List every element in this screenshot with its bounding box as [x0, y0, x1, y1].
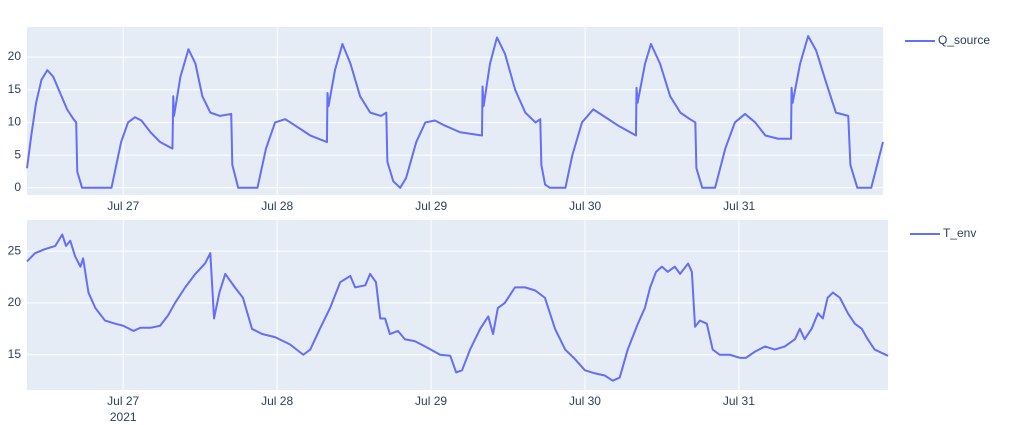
x-tick-label: Jul 27 [107, 394, 139, 408]
x-tick-label: Jul 28 [261, 199, 293, 213]
line-series [26, 35, 884, 189]
y-tick-label: 5 [14, 147, 21, 161]
y-tick-label: 10 [8, 115, 22, 129]
legend-label: T_env [943, 226, 976, 240]
y-tick-label: 20 [8, 295, 22, 309]
x-tick-label: Jul 31 [723, 394, 755, 408]
plot-background [27, 27, 883, 195]
y-tick-label: 0 [14, 180, 21, 194]
x-tick-label: Jul 29 [415, 394, 447, 408]
legend-label: Q_source [938, 33, 990, 47]
x-tick-label: Jul 29 [415, 199, 447, 213]
x-tick-label: Jul 30 [569, 199, 601, 213]
x-tick-label: Jul 28 [261, 394, 293, 408]
x-tick-year: 2021 [110, 410, 137, 424]
x-tick-label: Jul 30 [569, 394, 601, 408]
x-tick-label: Jul 27 [107, 199, 139, 213]
x-tick-label: Jul 31 [723, 199, 755, 213]
line-series [26, 233, 889, 382]
y-tick-label: 15 [8, 82, 22, 96]
y-tick-label: 15 [8, 347, 22, 361]
plot-background [27, 220, 888, 390]
y-tick-label: 25 [8, 243, 22, 257]
y-tick-label: 20 [8, 49, 22, 63]
